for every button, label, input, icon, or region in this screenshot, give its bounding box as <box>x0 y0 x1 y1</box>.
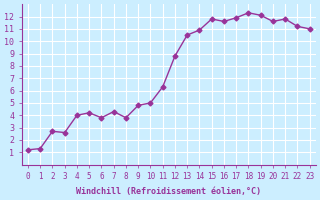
X-axis label: Windchill (Refroidissement éolien,°C): Windchill (Refroidissement éolien,°C) <box>76 187 261 196</box>
